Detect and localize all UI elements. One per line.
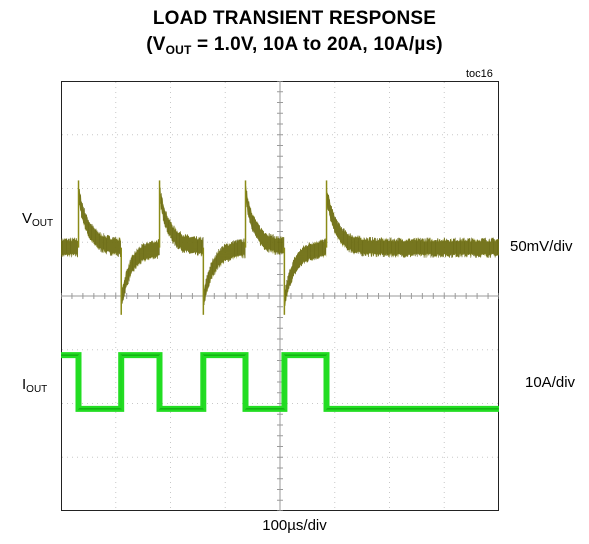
figure-tag: toc16 — [466, 68, 493, 80]
oscilloscope-plot — [61, 81, 499, 511]
vout-scale-label: 50mV/div — [510, 238, 573, 255]
iout-scale-label: 10A/div — [525, 374, 576, 391]
vout-channel-label: VOUT — [22, 210, 54, 229]
traces — [61, 180, 499, 412]
chart-title: LOAD TRANSIENT RESPONSE — [152, 8, 437, 29]
x-scale-label: 100µs/div — [262, 517, 327, 534]
iout-channel-label: IOUT — [22, 376, 48, 395]
chart-subtitle: (VOUT = 1.0V, 10A to 20A, 10A/µs) — [146, 34, 443, 57]
vout-trace-noise — [61, 184, 499, 311]
